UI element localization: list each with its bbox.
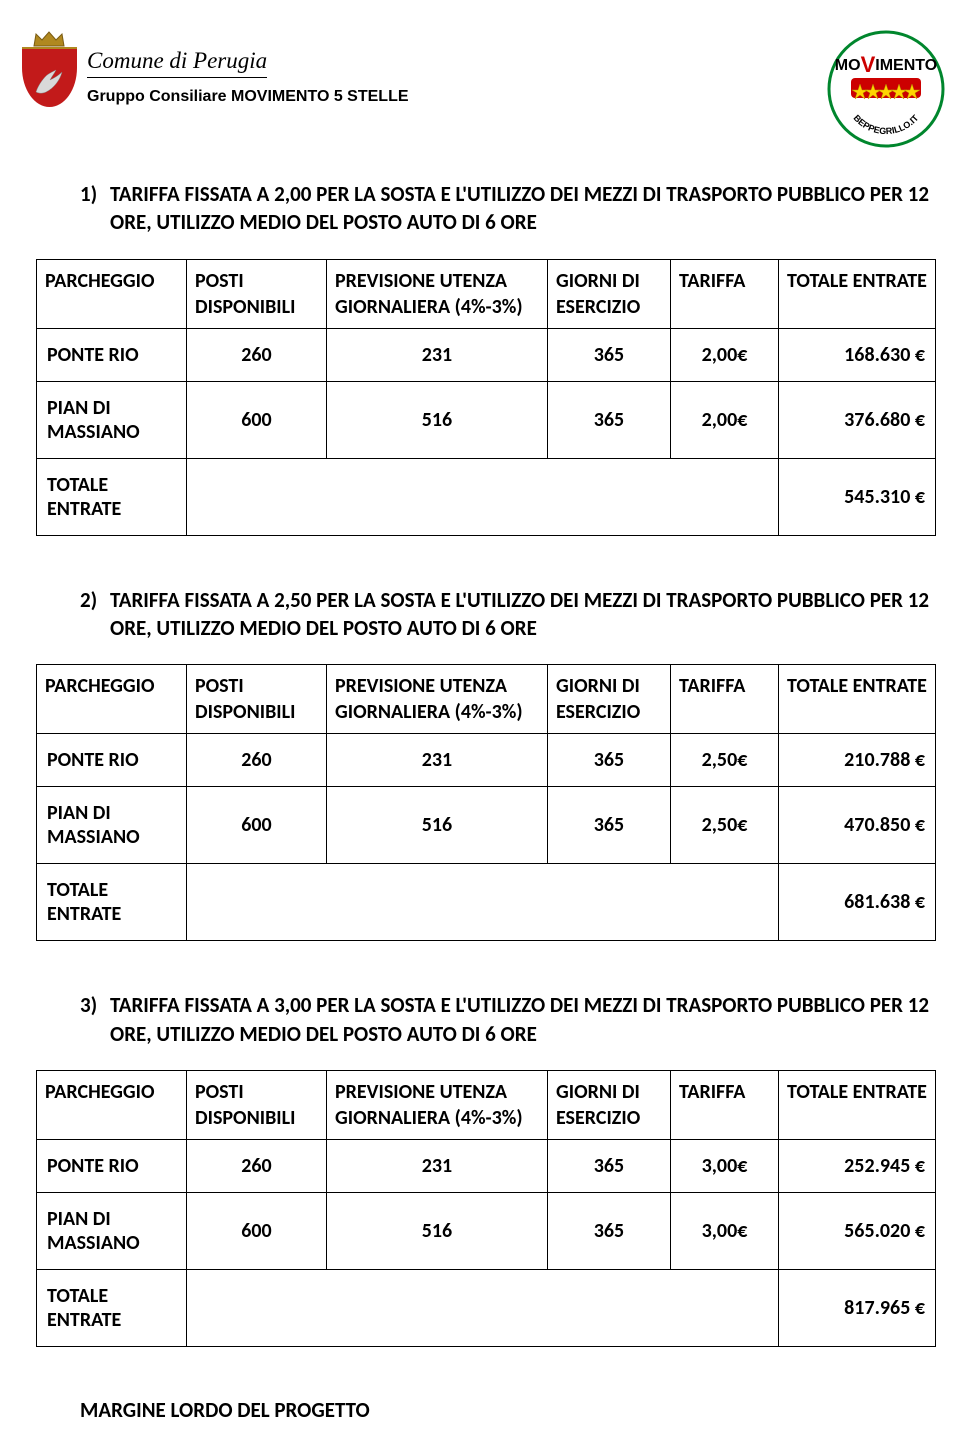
cell-giorni: 365: [548, 1193, 671, 1270]
col-posti: POSTI DISPONIBILI: [187, 259, 327, 328]
section-3-title: TARIFFA FISSATA A 3,00 PER LA SOSTA E L'…: [110, 992, 929, 1046]
total-value: 817.965 €: [779, 1270, 936, 1347]
cell-label: PIAN DI MASSIANO: [37, 381, 187, 458]
page-header: Comune di Perugia Gruppo Consiliare MOVI…: [0, 30, 960, 125]
cell-posti: 260: [187, 1140, 327, 1193]
movimento-logo-icon: MOVIMENTO BEPPEGRILLO.IT: [827, 30, 945, 153]
total-blank: [187, 864, 779, 941]
cell-totale: 168.630 €: [779, 328, 936, 381]
cell-prev: 231: [327, 734, 548, 787]
total-label: TOTALE ENTRATE: [37, 1270, 187, 1347]
col-parcheggio: PARCHEGGIO: [37, 259, 187, 328]
col-tariffa: TARIFFA: [671, 259, 779, 328]
table-row: PIAN DI MASSIANO 600 516 365 2,00€ 376.6…: [37, 381, 936, 458]
table-2: PARCHEGGIO POSTI DISPONIBILI PREVISIONE …: [36, 664, 936, 941]
col-tariffa: TARIFFA: [671, 1071, 779, 1140]
cell-prev: 231: [327, 1140, 548, 1193]
header-title-block: Comune di Perugia Gruppo Consiliare MOVI…: [87, 48, 409, 106]
table-row: PONTE RIO 260 231 365 2,50€ 210.788 €: [37, 734, 936, 787]
table-header-row: PARCHEGGIO POSTI DISPONIBILI PREVISIONE …: [37, 665, 936, 734]
cell-tariffa: 2,00€: [671, 328, 779, 381]
cell-tariffa: 3,00€: [671, 1140, 779, 1193]
header-subtitle: Gruppo Consiliare MOVIMENTO 5 STELLE: [87, 88, 409, 106]
cell-tariffa: 2,00€: [671, 381, 779, 458]
cell-posti: 260: [187, 734, 327, 787]
table-total-row: TOTALE ENTRATE 817.965 €: [37, 1270, 936, 1347]
header-title: Comune di Perugia: [87, 48, 267, 78]
cell-posti: 600: [187, 1193, 327, 1270]
cell-totale: 470.850 €: [779, 787, 936, 864]
cell-prev: 516: [327, 381, 548, 458]
cell-prev: 516: [327, 1193, 548, 1270]
cell-posti: 260: [187, 328, 327, 381]
total-label: TOTALE ENTRATE: [37, 864, 187, 941]
cell-giorni: 365: [548, 1140, 671, 1193]
cell-label: PONTE RIO: [37, 328, 187, 381]
col-previsione: PREVISIONE UTENZA GIORNALIERA (4%-3%): [327, 1071, 548, 1140]
section-3-number: 3): [80, 991, 110, 1019]
table-1: PARCHEGGIO POSTI DISPONIBILI PREVISIONE …: [36, 259, 936, 536]
cell-label: PIAN DI MASSIANO: [37, 1193, 187, 1270]
cell-giorni: 365: [548, 381, 671, 458]
section-1-title: TARIFFA FISSATA A 2,00 PER LA SOSTA E L'…: [110, 181, 929, 235]
cell-prev: 516: [327, 787, 548, 864]
section-1-number: 1): [80, 180, 110, 208]
table-row: PONTE RIO 260 231 365 2,00€ 168.630 €: [37, 328, 936, 381]
total-blank: [187, 1270, 779, 1347]
cell-tariffa: 2,50€: [671, 734, 779, 787]
table-header-row: PARCHEGGIO POSTI DISPONIBILI PREVISIONE …: [37, 1071, 936, 1140]
footer-text: MARGINE LORDO DEL PROGETTO: [80, 1397, 960, 1423]
table-total-row: TOTALE ENTRATE 545.310 €: [37, 458, 936, 535]
col-totale: TOTALE ENTRATE: [779, 665, 936, 734]
col-previsione: PREVISIONE UTENZA GIORNALIERA (4%-3%): [327, 665, 548, 734]
cell-tariffa: 3,00€: [671, 1193, 779, 1270]
cell-posti: 600: [187, 787, 327, 864]
section-1-heading: 1)TARIFFA FISSATA A 2,00 PER LA SOSTA E …: [110, 180, 960, 237]
cell-label: PONTE RIO: [37, 1140, 187, 1193]
table-total-row: TOTALE ENTRATE 681.638 €: [37, 864, 936, 941]
col-posti: POSTI DISPONIBILI: [187, 665, 327, 734]
col-previsione: PREVISIONE UTENZA GIORNALIERA (4%-3%): [327, 259, 548, 328]
cell-tariffa: 2,50€: [671, 787, 779, 864]
col-giorni: GIORNI DI ESERCIZIO: [548, 259, 671, 328]
col-tariffa: TARIFFA: [671, 665, 779, 734]
total-label: TOTALE ENTRATE: [37, 458, 187, 535]
cell-totale: 210.788 €: [779, 734, 936, 787]
col-totale: TOTALE ENTRATE: [779, 1071, 936, 1140]
cell-totale: 252.945 €: [779, 1140, 936, 1193]
table-row: PONTE RIO 260 231 365 3,00€ 252.945 €: [37, 1140, 936, 1193]
cell-prev: 231: [327, 328, 548, 381]
city-shield-icon: [22, 30, 77, 110]
section-2-number: 2): [80, 586, 110, 614]
cell-totale: 565.020 €: [779, 1193, 936, 1270]
table-header-row: PARCHEGGIO POSTI DISPONIBILI PREVISIONE …: [37, 259, 936, 328]
col-parcheggio: PARCHEGGIO: [37, 665, 187, 734]
col-giorni: GIORNI DI ESERCIZIO: [548, 1071, 671, 1140]
total-value: 545.310 €: [779, 458, 936, 535]
cell-posti: 600: [187, 381, 327, 458]
col-posti: POSTI DISPONIBILI: [187, 1071, 327, 1140]
cell-giorni: 365: [548, 328, 671, 381]
cell-giorni: 365: [548, 734, 671, 787]
section-3-heading: 3)TARIFFA FISSATA A 3,00 PER LA SOSTA E …: [110, 991, 960, 1048]
total-blank: [187, 458, 779, 535]
cell-giorni: 365: [548, 787, 671, 864]
cell-totale: 376.680 €: [779, 381, 936, 458]
cell-label: PIAN DI MASSIANO: [37, 787, 187, 864]
col-parcheggio: PARCHEGGIO: [37, 1071, 187, 1140]
table-3: PARCHEGGIO POSTI DISPONIBILI PREVISIONE …: [36, 1070, 936, 1347]
col-giorni: GIORNI DI ESERCIZIO: [548, 665, 671, 734]
section-2-heading: 2)TARIFFA FISSATA A 2,50 PER LA SOSTA E …: [110, 586, 960, 643]
section-2-title: TARIFFA FISSATA A 2,50 PER LA SOSTA E L'…: [110, 587, 929, 641]
cell-label: PONTE RIO: [37, 734, 187, 787]
table-row: PIAN DI MASSIANO 600 516 365 2,50€ 470.8…: [37, 787, 936, 864]
table-row: PIAN DI MASSIANO 600 516 365 3,00€ 565.0…: [37, 1193, 936, 1270]
total-value: 681.638 €: [779, 864, 936, 941]
col-totale: TOTALE ENTRATE: [779, 259, 936, 328]
